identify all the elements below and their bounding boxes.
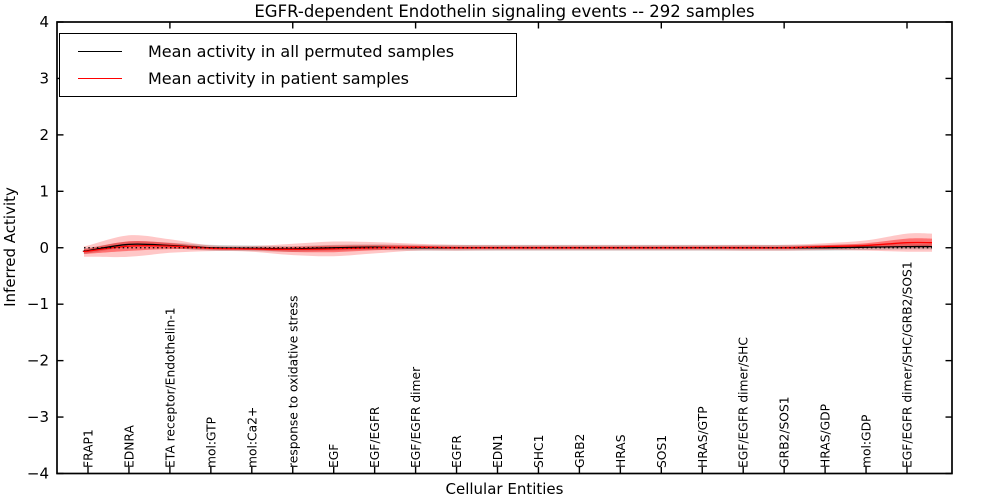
x-axis-label: Cellular Entities (445, 480, 564, 498)
y-tick-label: −1 (27, 295, 49, 313)
category-labels: FRAP1 EDNRA ETA receptor/Endothelin-1 mol:G… (82, 261, 915, 468)
category-label: EGF (327, 444, 341, 468)
category-label: mol:GDP (860, 415, 874, 468)
legend: Mean activity in all permuted samples Me… (59, 33, 517, 97)
y-tick-label: 1 (39, 182, 49, 200)
legend-item-label: Mean activity in all permuted samples (148, 42, 455, 61)
category-label: mol:GTP (204, 417, 218, 468)
category-label: EGF/EGFR (368, 406, 382, 468)
category-label: ETA receptor/Endothelin-1 (163, 307, 177, 468)
category-label: EGF/EGFR dimer/SHC (737, 337, 751, 468)
category-label: EGF/EGFR dimer/SHC/GRB2/SOS1 (901, 261, 915, 468)
legend-line-swatch-permuted (78, 51, 122, 52)
legend-item-patient: Mean activity in patient samples (78, 69, 516, 88)
category-label: EDN1 (491, 434, 505, 468)
category-label: GRB2 (573, 434, 587, 468)
y-tick-label: −4 (27, 465, 49, 483)
y-axis-ticks: 4 3 2 1 0 −1 −2 −3 −4 (27, 13, 952, 483)
y-tick-label: 4 (39, 13, 49, 31)
y-tick-label: 0 (39, 239, 49, 257)
category-label: SHC1 (532, 435, 546, 468)
category-label: HRAS/GTP (696, 406, 710, 468)
y-tick-label: 2 (39, 126, 49, 144)
category-label: mol:Ca2+ (245, 407, 259, 468)
category-label: SOS1 (655, 435, 669, 468)
y-tick-label: 3 (39, 69, 49, 87)
patient-spread-outer (83, 233, 932, 258)
spread-bands (83, 233, 932, 258)
y-tick-label: −2 (27, 352, 49, 370)
y-tick-label: −3 (27, 408, 49, 426)
category-label: GRB2/SOS1 (778, 396, 792, 468)
category-label: EDNRA (122, 425, 136, 468)
legend-item-label: Mean activity in patient samples (148, 69, 409, 88)
category-label: FRAP1 (82, 429, 96, 468)
category-label: HRAS (614, 434, 628, 468)
category-label: response to oxidative stress (286, 295, 300, 468)
category-label: HRAS/GDP (819, 404, 833, 468)
legend-line-swatch-patient (78, 78, 122, 79)
category-label: EGF/EGFR dimer (409, 366, 423, 468)
category-label: EGFR (450, 435, 464, 468)
x-axis-ticks (87, 22, 908, 474)
legend-item-permuted: Mean activity in all permuted samples (78, 42, 516, 61)
chart-title: EGFR-dependent Endothelin signaling even… (254, 2, 755, 21)
